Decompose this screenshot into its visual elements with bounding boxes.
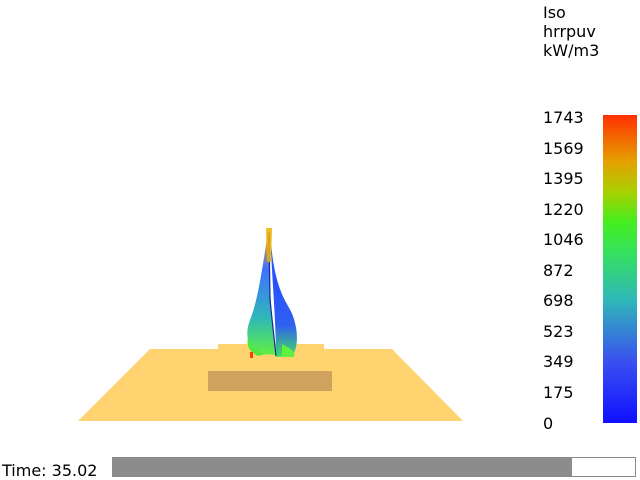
flame-tip [266,228,272,262]
colorbar-title-line-2: hrrpuv [543,22,596,41]
obstruction-block [208,371,332,391]
colorbar-tick-label: 349 [543,352,574,371]
time-progress-fill [113,458,573,476]
colorbar-tick-label: 1046 [543,230,584,249]
flame-left-lobe [247,232,276,355]
time-progress-bar[interactable] [112,457,636,477]
colorbar-tick-label: 698 [543,291,574,310]
ember-spot [250,352,253,358]
flame-right-lobe [270,230,297,357]
colorbar-tick-label: 0 [543,414,554,433]
colorbar-title-line-3: kW/m3 [543,41,600,60]
colorbar-tick-label: 1569 [543,139,584,158]
colorbar-tick-label: 872 [543,261,574,280]
colorbar-tick-label: 1220 [543,200,584,219]
colorbar-tick-label: 1743 [543,108,584,127]
time-label: Time: 35.02 [2,461,98,480]
colorbar-tick-label: 175 [543,383,574,402]
flame-base-patch-left [247,338,266,356]
flame-isosurface [247,228,297,358]
colorbar-title: Iso hrrpuv kW/m3 [543,3,599,60]
colorbar [603,115,637,423]
colorbar-tick-label: 523 [543,322,574,341]
colorbar-title-line-1: Iso [543,3,566,22]
flame-base-patch-right [282,344,295,357]
colorbar-tick-label: 1395 [543,169,584,188]
